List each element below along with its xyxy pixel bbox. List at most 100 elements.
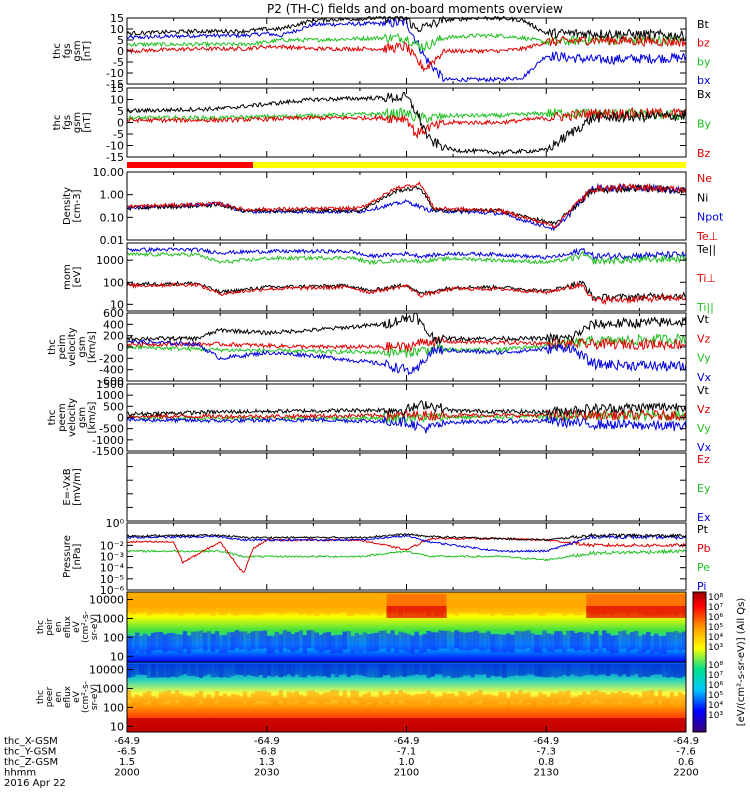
spec-ylabel-peir-en-eflux-0: thc (36, 620, 46, 634)
spectrogram-cell-peir-en-eflux-78-1 (438, 630, 443, 649)
ytick-label-peim-velocity-6: -600 (99, 375, 124, 388)
spectrogram-cell-peer-en-eflux-20-0 (206, 664, 212, 675)
spectrogram-cell-peer-en-eflux-43-2 (298, 694, 303, 705)
ytick-label-pressure-4: 10⁻⁵ (100, 573, 124, 586)
spectrogram-cell-peer-en-eflux-53-0 (338, 664, 343, 675)
spectrogram-cell-peir-en-eflux-115-1 (586, 632, 591, 651)
spectrogram-cell-peir-en-eflux-2-1 (135, 632, 140, 651)
ephem-label-1: thc_Y-GSM (4, 747, 56, 758)
spectrogram-cell-peer-en-eflux-18-2 (198, 690, 204, 701)
legend-fgs-gsm-2-2: Bz (697, 147, 711, 160)
spectrogram-cell-peer-en-eflux-38-2 (278, 690, 283, 701)
spectrogram-cell-peer-en-eflux-92-0 (494, 664, 499, 677)
spectrogram-cell-peer-en-eflux-63-2 (378, 691, 383, 702)
spectrogram-cell-peir-en-eflux-79-0 (442, 594, 447, 613)
spectrogram-cell-peer-en-eflux-107-0 (554, 664, 559, 678)
spectrogram-cell-peer-en-eflux-90-1 (486, 718, 491, 730)
spectrogram-cell-peir-en-eflux-74-1 (422, 634, 427, 653)
series-line-pressure-0 (126, 548, 687, 562)
spectrogram-cell-peer-en-eflux-56-0 (350, 664, 355, 676)
spectrogram-cell-peir-en-eflux-54-0 (342, 594, 347, 613)
spectrogram-cell-peir-en-eflux-30-1 (246, 633, 252, 652)
spectrogram-cell-peir-en-eflux-6-1 (151, 632, 156, 651)
spectrogram-cell-peer-en-eflux-85-2 (466, 695, 471, 706)
spectrogram-cell-peer-en-eflux-23-1 (218, 718, 224, 730)
spectrogram-cell-peer-en-eflux-111-2 (570, 697, 575, 708)
spectrogram-cell-peer-en-eflux-21-2 (210, 697, 216, 708)
spectrogram-cell-peir-en-eflux-37-0 (274, 594, 279, 613)
spectrogram-cell-peer-en-eflux-71-2 (410, 695, 415, 706)
spectrogram-cell-peir-en-eflux-0-1 (127, 635, 132, 654)
spectrogram-cell-peer-en-eflux-88-2 (478, 690, 483, 701)
spectrogram-cell-peer-en-eflux-135-0 (666, 664, 671, 678)
spectrogram-cell-peir-en-eflux-85-0 (466, 594, 471, 613)
series-line-peim-velocity-3 (126, 312, 687, 345)
spectrogram-cell-peer-en-eflux-30-2 (246, 697, 252, 708)
spectrogram-cell-peer-en-eflux-4-2 (143, 692, 148, 703)
spectrogram-cell-peir-en-eflux-130-2 (646, 606, 651, 618)
spectrogram-cell-peer-en-eflux-60-2 (366, 692, 371, 702)
spectrogram-cell-peer-en-eflux-70-2 (406, 694, 411, 705)
spectrogram-cell-peer-en-eflux-125-2 (626, 692, 631, 703)
spectrogram-cell-peir-en-eflux-102-0 (534, 594, 539, 613)
legend-density-0: Ne (697, 172, 712, 185)
spectrogram-cell-peir-en-eflux-68-0 (398, 594, 403, 616)
spectrogram-cell-peir-en-eflux-87-0 (474, 594, 479, 613)
spectrogram-cell-peer-en-eflux-118-1 (598, 718, 603, 730)
spectrogram-cell-peer-en-eflux-129-1 (642, 718, 647, 730)
spectrogram-cell-peer-en-eflux-48-0 (318, 664, 323, 677)
spectrogram-cell-peir-en-eflux-33-0 (258, 594, 264, 615)
spec-ylabel-peer-en-eflux-1: peer (45, 686, 55, 707)
legend-fgs-gsm-2-0: Bx (697, 88, 712, 101)
spectrogram-cell-peir-en-eflux-78-2 (438, 606, 443, 618)
colorbar-tick-top-3: 10⁵ (708, 623, 723, 633)
spectrogram-cell-peir-en-eflux-76-1 (430, 632, 435, 651)
spectrogram-cell-peer-en-eflux-31-2 (250, 693, 256, 704)
spectrogram-cell-peir-en-eflux-52-1 (334, 635, 339, 653)
spectrogram-cell-peir-en-eflux-123-1 (618, 631, 623, 650)
spectrogram-cell-peer-en-eflux-112-1 (574, 718, 579, 730)
spectrogram-cell-peer-en-eflux-109-1 (562, 718, 567, 730)
spectrogram-cell-peer-en-eflux-1-1 (131, 718, 136, 730)
spectrogram-cell-peir-en-eflux-23-1 (218, 635, 224, 654)
spectrogram-cell-peer-en-eflux-127-1 (634, 718, 639, 730)
spectrogram-cell-peir-en-eflux-80-1 (446, 630, 451, 649)
spectrogram-cell-peer-en-eflux-99-0 (522, 664, 527, 676)
spectrogram-cell-peir-en-eflux-105-0 (546, 594, 551, 613)
series-line-fgs-gsm-0 (126, 17, 687, 83)
ephem-value-3-3: 2130 (534, 768, 559, 779)
spectrogram-cell-peer-en-eflux-39-0 (282, 664, 287, 677)
spectrogram-cell-peer-en-eflux-0-2 (127, 690, 132, 700)
spectrogram-cell-peer-en-eflux-59-0 (362, 664, 367, 677)
spectrogram-cell-peer-en-eflux-132-2 (654, 696, 659, 707)
spectrogram-cell-peir-en-eflux-122-1 (614, 635, 619, 654)
spectrogram-cell-peir-en-eflux-113-0 (578, 594, 583, 616)
spectrogram-cell-peir-en-eflux-57-0 (354, 594, 359, 614)
ylabel-peim-velocity-4: [km/s] (87, 331, 98, 363)
spectrogram-cell-peer-en-eflux-84-0 (462, 664, 467, 676)
colorbar-tick-bottom-4: 10⁴ (708, 701, 723, 711)
spectrogram-cell-peir-en-eflux-104-0 (542, 594, 547, 616)
spectrogram-cell-peir-en-eflux-123-0 (618, 594, 623, 613)
spectrogram-cell-peir-en-eflux-45-0 (306, 594, 311, 616)
spectrogram-cell-peer-en-eflux-84-1 (462, 718, 467, 730)
ylabel-peim-velocity-3: gsm (77, 336, 88, 357)
spectrogram-cell-peir-en-eflux-7-0 (154, 594, 160, 614)
spectrogram-cell-peir-en-eflux-65-1 (386, 633, 391, 652)
spectrogram-cell-peir-en-eflux-11-1 (170, 632, 176, 651)
spectrogram-cell-peir-en-eflux-116-1 (590, 634, 595, 653)
spectrogram-cell-peer-en-eflux-74-1 (422, 718, 427, 730)
spectrogram-cell-peir-en-eflux-35-0 (266, 594, 272, 614)
spectrogram-cell-peer-en-eflux-29-1 (242, 718, 248, 730)
spectrogram-cell-peer-en-eflux-3-0 (139, 664, 144, 675)
spectrogram-cell-peir-en-eflux-83-1 (458, 631, 463, 650)
ephem-label-3: hhmm (4, 768, 36, 779)
ytick-label-fgs-gsm-1: 10 (110, 23, 124, 36)
ylabel-peem-velocity-1: peem (57, 403, 68, 431)
spectrogram-cell-peer-en-eflux-93-1 (498, 718, 503, 730)
spectrogram-cell-peir-en-eflux-100-0 (526, 594, 531, 615)
spectrogram-cell-peer-en-eflux-123-0 (618, 664, 623, 677)
spectrogram-cell-peir-en-eflux-138-0 (678, 594, 683, 614)
spectrogram-cell-peer-en-eflux-26-0 (230, 664, 236, 676)
